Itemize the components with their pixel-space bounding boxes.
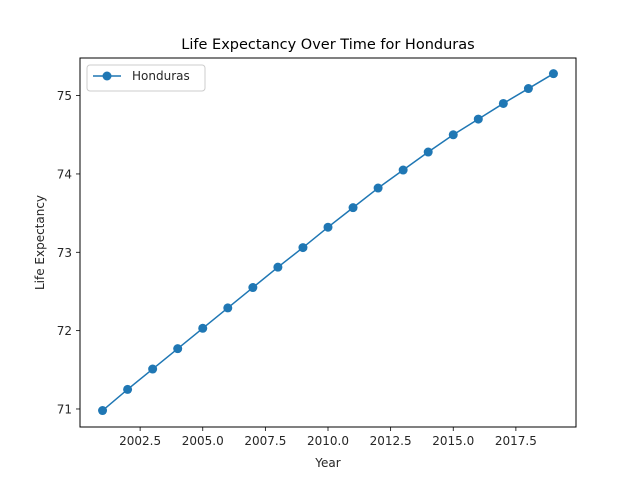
data-point [498, 98, 508, 108]
legend: Honduras [86, 64, 206, 92]
data-point [248, 283, 258, 293]
x-axis: 2002.5 2005.0 2007.5 2010.0 2012.5 2015.0 2017… [119, 427, 537, 448]
data-point [398, 165, 408, 175]
y-tick-label: 75 [57, 89, 72, 103]
chart-title: Life Expectancy Over Time for Honduras [181, 37, 474, 53]
legend-box [86, 64, 206, 92]
x-tick-label: 2010.0 [307, 434, 349, 448]
x-axis-title: Year [314, 456, 340, 470]
series-layer [98, 69, 558, 416]
y-axis-title: Life Expectancy [33, 195, 47, 290]
x-tick-label: 2017.5 [495, 434, 537, 448]
data-point [323, 222, 333, 232]
data-point [273, 262, 283, 272]
y-axis: 71 72 73 74 75 [57, 89, 80, 416]
data-point [173, 344, 183, 354]
data-point [473, 114, 483, 124]
plot-frame [79, 57, 577, 428]
data-point [198, 323, 208, 333]
data-point [123, 384, 133, 394]
legend-entry-honduras: Honduras [132, 69, 190, 83]
series-line-honduras [102, 73, 554, 412]
data-point [448, 130, 458, 140]
data-point [523, 84, 533, 94]
y-tick-label: 73 [57, 246, 72, 260]
x-tick-label: 2007.5 [244, 434, 286, 448]
legend-marker-swatch [102, 71, 112, 81]
data-point [223, 303, 233, 313]
y-tick-label: 72 [57, 324, 72, 338]
data-point [373, 183, 383, 193]
data-point [548, 69, 558, 79]
data-point [348, 203, 358, 213]
y-tick-label: 71 [57, 402, 72, 416]
x-tick-label: 2015.0 [432, 434, 474, 448]
x-tick-label: 2005.0 [182, 434, 224, 448]
x-tick-label: 2012.5 [370, 434, 412, 448]
data-point [298, 243, 308, 253]
x-tick-label: 2002.5 [119, 434, 161, 448]
data-point [423, 147, 433, 157]
data-point [148, 364, 158, 374]
y-tick-label: 74 [57, 167, 72, 181]
data-point [98, 406, 108, 416]
